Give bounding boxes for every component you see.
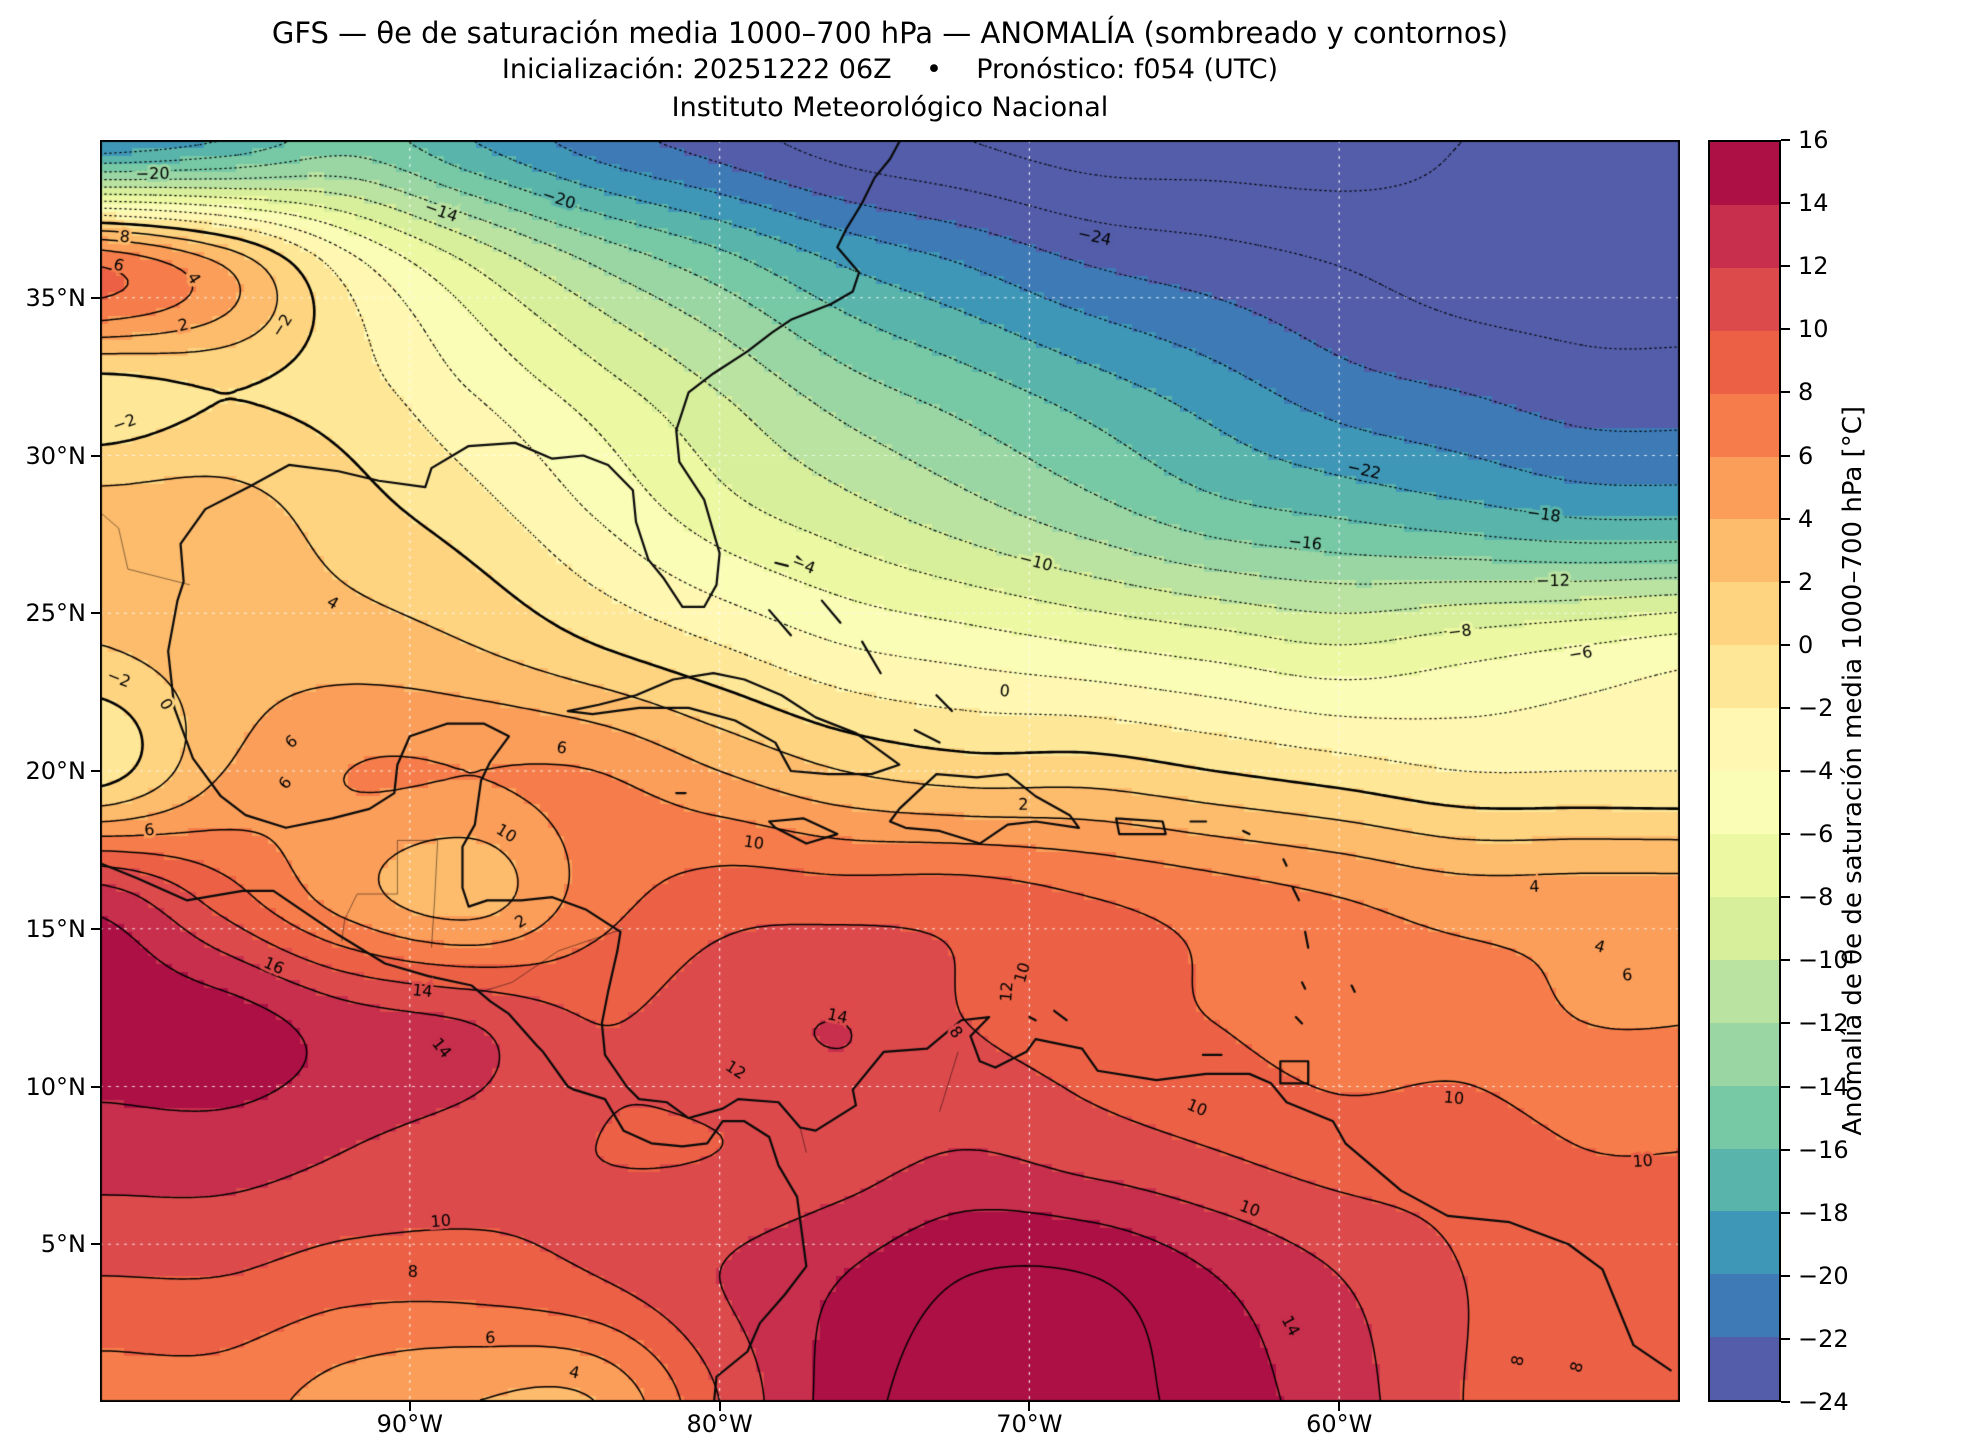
colorbar-tick	[1781, 1401, 1790, 1403]
colorbar-tick	[1781, 1337, 1790, 1340]
colorbar-cell	[1710, 330, 1779, 394]
colorbar-cell	[1710, 456, 1779, 520]
colorbar-tick-label: −14	[1798, 1072, 1849, 1101]
lat-tick	[91, 770, 100, 772]
colorbar-tick-label: −10	[1798, 946, 1849, 975]
figure-institution: Instituto Meteorológico Nacional	[671, 92, 1109, 123]
colorbar-tick-label: 4	[1798, 504, 1814, 533]
colorbar-tick	[1781, 833, 1790, 836]
colorbar-tick	[1781, 139, 1790, 141]
colorbar-tick-label: −12	[1798, 1009, 1849, 1038]
lat-tick-label: 5°N	[40, 1230, 86, 1259]
figure-title: GFS — θe de saturación media 1000–700 hP…	[271, 16, 1509, 50]
colorbar-tick-label: −4	[1798, 757, 1834, 785]
colorbar-cell	[1710, 267, 1779, 331]
colorbar-tick-label: −6	[1798, 820, 1834, 849]
colorbar-cell	[1710, 833, 1779, 897]
colorbar-tick-label: 16	[1798, 126, 1829, 154]
colorbar-tick-label: −24	[1798, 1388, 1849, 1416]
colorbar-tick-label: −20	[1798, 1261, 1849, 1290]
colorbar-tick	[1781, 643, 1790, 646]
colorbar-tick	[1781, 770, 1790, 772]
colorbar-tick	[1781, 1274, 1790, 1277]
contour-map-canvas	[100, 140, 1680, 1402]
colorbar-cell	[1710, 582, 1779, 646]
lat-tick-label: 25°N	[25, 599, 87, 628]
colorbar-tick	[1781, 896, 1790, 899]
lat-tick-label: 30°N	[25, 441, 87, 470]
colorbar-tick	[1781, 1085, 1790, 1088]
colorbar-tick-label: 10	[1798, 315, 1829, 344]
colorbar-cell	[1710, 1022, 1779, 1086]
colorbar-cell	[1710, 1085, 1779, 1149]
colorbar-tick-label: 2	[1798, 567, 1814, 596]
colorbar-tick	[1781, 1211, 1790, 1214]
colorbar-tick-label: 6	[1798, 441, 1814, 470]
lon-tick-label: 90°W	[376, 1410, 443, 1438]
lat-tick-label: 35°N	[25, 283, 87, 312]
colorbar-tick-label: 8	[1798, 378, 1814, 407]
lat-tick	[91, 612, 100, 615]
colorbar-tick-label: 12	[1798, 252, 1829, 281]
colorbar-tick	[1781, 328, 1790, 331]
colorbar-cell	[1710, 896, 1779, 960]
colorbar-tick	[1781, 1148, 1790, 1151]
colorbar-tick-label: −2	[1798, 693, 1834, 722]
lon-tick	[408, 1402, 411, 1411]
lat-tick	[91, 1085, 100, 1088]
colorbar	[1708, 140, 1781, 1402]
lon-tick	[1028, 1402, 1031, 1411]
lat-tick	[91, 927, 100, 930]
colorbar-cell	[1710, 708, 1779, 772]
colorbar-tick	[1781, 1022, 1790, 1025]
lon-tick	[718, 1402, 721, 1411]
colorbar-cell	[1710, 204, 1779, 268]
colorbar-tick	[1781, 517, 1790, 520]
colorbar-cell	[1710, 393, 1779, 457]
colorbar-cell	[1710, 1274, 1779, 1338]
colorbar-axis-label-text: Anomalía de θe de saturación media 1000–…	[1838, 406, 1868, 1136]
lon-tick-label: 80°W	[686, 1410, 753, 1438]
lat-tick	[91, 296, 100, 299]
colorbar-cell	[1710, 142, 1779, 205]
figure-subtitle: Inicialización: 20251222 06Z • Pronóstic…	[501, 54, 1279, 85]
lat-tick-label: 10°N	[25, 1072, 87, 1101]
colorbar-tick	[1781, 706, 1790, 709]
colorbar-tick	[1781, 959, 1790, 962]
colorbar-cell	[1710, 959, 1779, 1023]
lat-tick-label: 20°N	[25, 757, 87, 785]
lat-tick-label: 15°N	[25, 914, 87, 943]
colorbar-axis-label: Anomalía de θe de saturación media 1000–…	[1838, 140, 1868, 1402]
lat-tick	[91, 1243, 100, 1246]
colorbar-tick	[1781, 391, 1790, 394]
colorbar-cell	[1710, 645, 1779, 709]
colorbar-tick-label: 14	[1798, 189, 1829, 218]
colorbar-tick	[1781, 580, 1790, 583]
lat-tick	[91, 454, 100, 457]
colorbar-tick	[1781, 265, 1790, 268]
colorbar-cell	[1710, 1211, 1779, 1275]
colorbar-tick-label: −8	[1798, 883, 1834, 912]
colorbar-tick	[1781, 454, 1790, 457]
colorbar-tick-label: 0	[1798, 630, 1814, 659]
colorbar-tick	[1781, 202, 1790, 205]
colorbar-cell	[1710, 519, 1779, 583]
lon-tick-label: 60°W	[1306, 1410, 1373, 1438]
lon-tick	[1338, 1402, 1341, 1411]
colorbar-tick-label: −16	[1798, 1135, 1849, 1164]
colorbar-cell	[1710, 1337, 1779, 1401]
colorbar-cell	[1710, 771, 1779, 834]
lon-tick-label: 70°W	[996, 1410, 1063, 1438]
colorbar-tick-label: −18	[1798, 1198, 1849, 1227]
colorbar-cell	[1710, 1148, 1779, 1212]
colorbar-tick-label: −22	[1798, 1324, 1849, 1353]
